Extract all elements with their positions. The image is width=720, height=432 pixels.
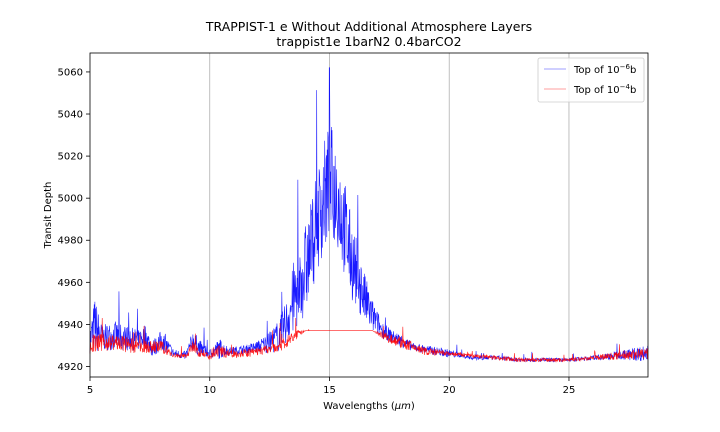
y-tick-label: 4960: [58, 278, 83, 289]
y-tick-label: 5020: [58, 152, 83, 163]
legend-label-1e-6: Top of 10−6b: [573, 63, 636, 76]
y-tick-label: 4920: [58, 362, 83, 373]
legend-label-1e-4: Top of 10−4b: [573, 83, 636, 96]
x-tick-label: 5: [87, 385, 93, 396]
x-axis: 5 10 15 20 25: [87, 377, 576, 396]
legend: Top of 10−6b Top of 10−4b: [537, 57, 645, 103]
y-axis: 4920 4940 4960 4980 5000 5020 5040 5060: [58, 67, 90, 373]
chart-title: TRAPPIST-1 e Without Additional Atmosphe…: [205, 19, 532, 34]
series-layer: [89, 67, 649, 363]
x-tick-label: 25: [563, 385, 576, 396]
chart-subtitle: trappist1e 1barN2 0.4barCO2: [276, 34, 461, 49]
y-tick-label: 5060: [58, 67, 83, 78]
series-line-0: [89, 67, 649, 363]
x-tick-label: 15: [323, 385, 336, 396]
y-tick-label: 5040: [58, 110, 83, 121]
x-axis-label: Wavelengths (μm): [323, 401, 415, 412]
series-line-1: [89, 317, 649, 363]
grid-lines: [209, 53, 570, 377]
y-tick-label: 4980: [58, 236, 83, 247]
y-tick-label: 5000: [58, 194, 83, 205]
x-tick-label: 20: [443, 385, 456, 396]
x-tick-label: 10: [203, 385, 216, 396]
y-axis-label: Transit Depth: [43, 182, 54, 250]
y-tick-label: 4940: [58, 320, 83, 331]
plot-frame: [89, 52, 649, 378]
